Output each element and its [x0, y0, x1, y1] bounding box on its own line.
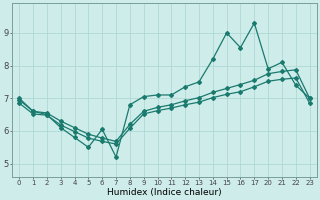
X-axis label: Humidex (Indice chaleur): Humidex (Indice chaleur): [107, 188, 222, 197]
